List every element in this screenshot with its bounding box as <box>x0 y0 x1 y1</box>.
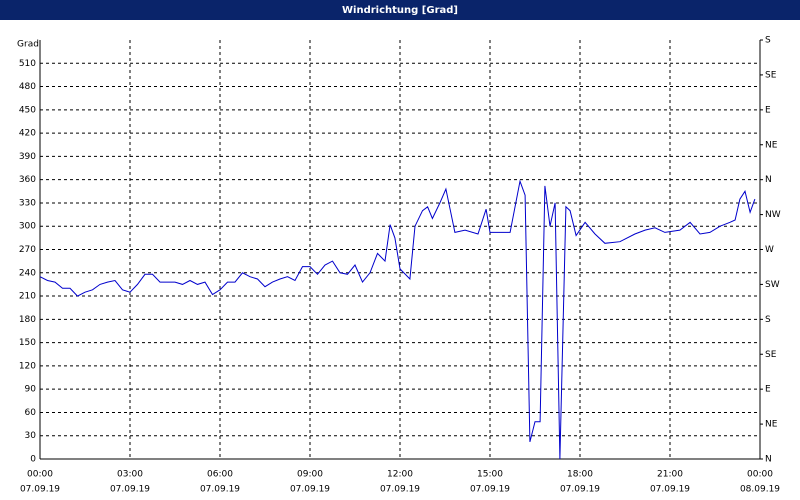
y2-tick-label: S <box>765 36 771 46</box>
y-tick-label: 240 <box>19 268 36 278</box>
x-tick-label: 21:00 <box>657 470 683 480</box>
x-tick-date: 07.09.19 <box>290 485 330 495</box>
y-tick-label: 330 <box>19 198 36 208</box>
y-tick-label: 30 <box>25 431 37 441</box>
y-tick-label: 300 <box>19 222 36 232</box>
y-tick-label: 120 <box>19 361 36 371</box>
y-axis-label: Grad <box>17 40 39 50</box>
x-tick-date: 07.09.19 <box>650 485 690 495</box>
x-tick-label: 00:00 <box>27 470 53 480</box>
y-tick-label: 480 <box>19 82 36 92</box>
y2-tick-label: N <box>765 455 772 465</box>
x-tick-date: 07.09.19 <box>470 485 510 495</box>
y-tick-label: 0 <box>30 455 36 465</box>
y2-tick-label: NE <box>765 140 778 150</box>
x-tick-date: 07.09.19 <box>110 485 150 495</box>
y2-tick-label: W <box>765 245 774 255</box>
y-tick-label: 360 <box>19 175 36 185</box>
y-tick-label: 390 <box>19 152 36 162</box>
x-tick-date: 07.09.19 <box>20 485 60 495</box>
chart-title: Windrichtung [Grad] <box>342 5 458 16</box>
y-tick-label: 450 <box>19 105 36 115</box>
y-tick-label: 270 <box>19 245 36 255</box>
y-tick-label: 90 <box>25 385 37 395</box>
y2-tick-label: SE <box>765 70 777 80</box>
y2-tick-label: E <box>765 105 771 115</box>
x-tick-label: 15:00 <box>477 470 503 480</box>
y2-tick-label: S <box>765 315 771 325</box>
x-tick-date: 07.09.19 <box>560 485 600 495</box>
y-tick-label: 180 <box>19 315 36 325</box>
y-tick-label: 420 <box>19 129 36 139</box>
x-tick-date: 07.09.19 <box>380 485 420 495</box>
y-tick-label: 210 <box>19 292 36 302</box>
y2-tick-label: SE <box>765 350 777 360</box>
y2-tick-label: N <box>765 175 772 185</box>
y-tick-label: 510 <box>19 59 36 69</box>
y-tick-label: 150 <box>19 338 36 348</box>
x-tick-date: 08.09.19 <box>740 485 780 495</box>
y2-tick-label: NE <box>765 420 778 430</box>
y-tick-label: 60 <box>25 408 37 418</box>
x-tick-label: 00:00 <box>747 470 773 480</box>
x-tick-label: 18:00 <box>567 470 593 480</box>
x-tick-label: 06:00 <box>207 470 233 480</box>
title-bar <box>0 0 800 20</box>
y2-tick-label: E <box>765 385 771 395</box>
x-tick-label: 09:00 <box>297 470 323 480</box>
x-tick-label: 12:00 <box>387 470 413 480</box>
x-tick-label: 03:00 <box>117 470 143 480</box>
y2-tick-label: NW <box>765 210 781 220</box>
data-line <box>39 179 756 460</box>
y2-tick-label: SW <box>765 280 780 290</box>
x-tick-date: 07.09.19 <box>200 485 240 495</box>
